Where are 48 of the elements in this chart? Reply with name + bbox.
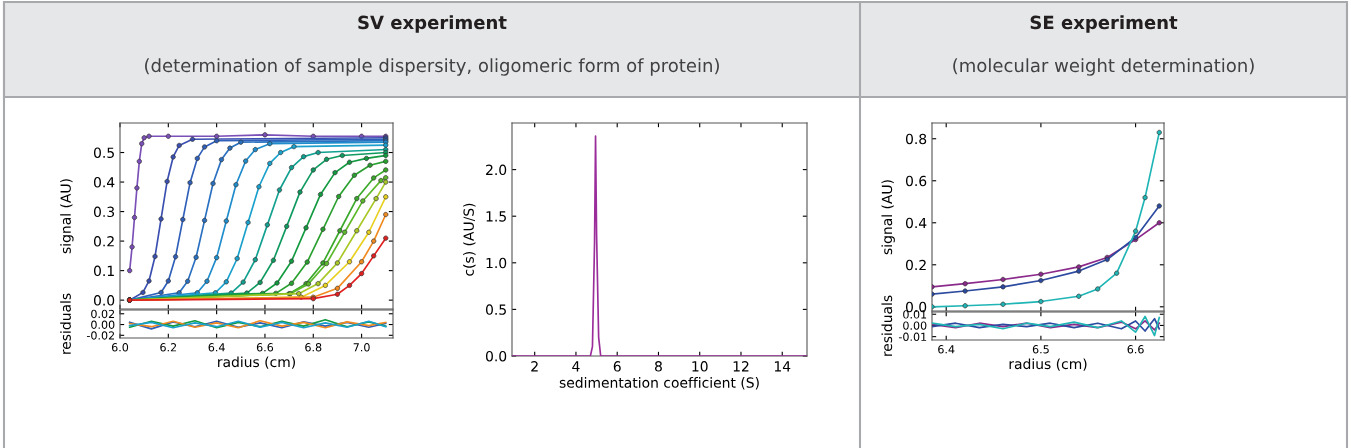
x-tick-label: 6.5: [1032, 345, 1049, 354]
y-axis-title: c(s) (AU/S): [463, 203, 476, 276]
y-tick-label: 0.2: [905, 259, 926, 271]
x-axis-title: radius (cm): [218, 356, 295, 369]
x-tick-label: 6.4: [938, 345, 955, 354]
y-tick-label: 0.4: [905, 217, 927, 229]
y-tick-label: 0.2: [93, 236, 114, 247]
y-tick-label: 0.8: [905, 133, 927, 145]
y-tick-label: 0.6: [905, 175, 927, 187]
y-tick-label: 0.00: [903, 321, 927, 330]
x-tick-label: 6.6: [1127, 345, 1144, 354]
x-tick-label: 14: [774, 361, 791, 372]
y-tick-label: 0.5: [93, 147, 114, 158]
x-tick-label: 6.4: [208, 343, 225, 352]
y-tick-label: 0.0: [93, 295, 115, 306]
y-axis-title: signal (AU): [60, 179, 74, 254]
y-tick-label: -0.02: [86, 331, 115, 340]
x-tick-label: 6: [613, 361, 621, 372]
y-tick-label: 0.02: [91, 309, 115, 319]
y-tick-label: 0.5: [485, 304, 506, 315]
x-tick-label: 2: [531, 361, 538, 372]
text: SV experiment: [358, 15, 507, 33]
y-tick-label: 0.3: [93, 206, 115, 218]
x-tick-label: 8: [654, 361, 662, 372]
text: (determination of sample dispersity, oligomeric form of protein): [145, 58, 719, 76]
y-tick-label: 2.0: [486, 164, 507, 176]
y-tick-label: 0.4: [93, 177, 115, 188]
chart-title: SE experiment: [1030, 15, 1178, 33]
y-tick-label: -0.01: [898, 332, 927, 342]
x-tick-label: 12: [733, 361, 749, 372]
x-axis-title: radius (cm): [1009, 358, 1087, 371]
y-axis-title: signal (AU): [881, 180, 895, 255]
x-axis-title: sedimentation coefficient (S): [559, 377, 759, 390]
y-tick-label: 0.0: [485, 350, 507, 362]
x-tick-label: 6.0: [111, 343, 129, 352]
y-axis-title: residuals: [881, 295, 893, 356]
y-tick-label: 0.1: [93, 265, 114, 277]
y-axis-title: residuals: [60, 293, 71, 354]
y-tick-label: 1.0: [486, 257, 507, 269]
x-tick-label: 7.0: [353, 343, 370, 352]
x-tick-label: 6.8: [305, 343, 322, 352]
x-tick-label: 4: [572, 361, 580, 372]
x-tick-label: 6.2: [160, 343, 177, 352]
y-tick-label: 0.00: [91, 320, 115, 329]
x-tick-label: 6.6: [256, 343, 274, 352]
y-tick-label: 1.5: [486, 211, 506, 222]
chart-subtitle: (molecular weight determination): [953, 58, 1254, 76]
x-tick-label: 10: [692, 361, 708, 372]
